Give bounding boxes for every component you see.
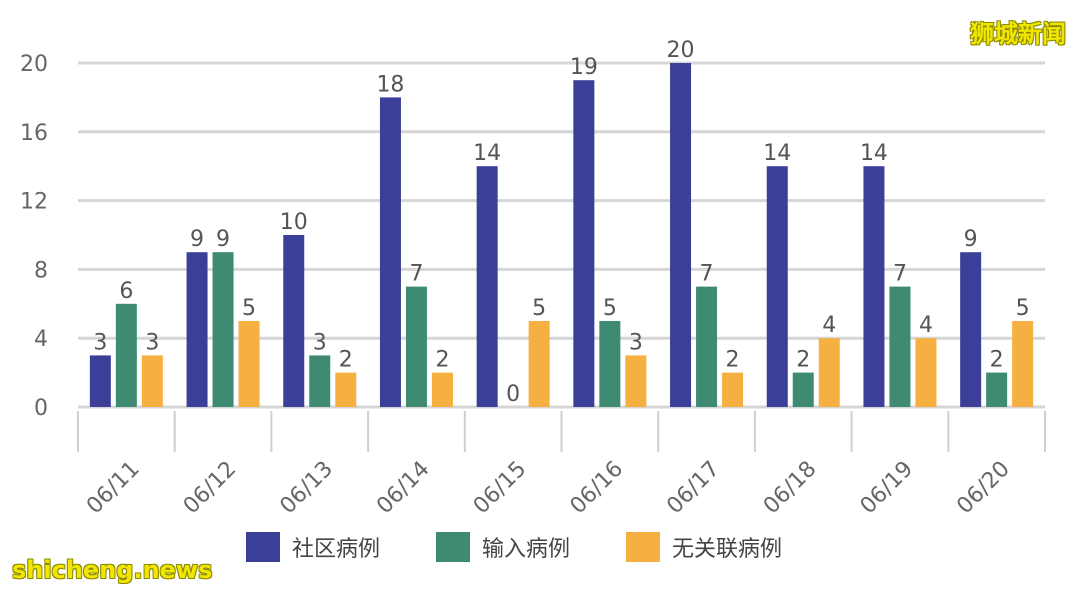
data-label: 2 xyxy=(339,348,353,373)
legend-label: 输入病例 xyxy=(482,537,570,562)
legend-label: 无关联病例 xyxy=(672,537,782,562)
x-tick-label: 06/17 xyxy=(662,457,725,520)
data-label: 0 xyxy=(506,382,520,407)
bar-06/17-输入病例 xyxy=(696,286,718,407)
data-label: 20 xyxy=(667,38,695,63)
y-tick-label: 4 xyxy=(34,327,48,352)
legend: 社区病例 输入病例 无关联病例 xyxy=(246,532,782,562)
y-tick-label: 8 xyxy=(34,258,48,283)
data-label: 7 xyxy=(700,262,714,287)
bar-06/18-无关联病例 xyxy=(818,338,840,407)
data-label: 14 xyxy=(763,141,791,166)
bars xyxy=(89,63,1034,408)
bar-06/11-无关联病例 xyxy=(141,355,163,407)
bar-06/12-无关联病例 xyxy=(238,321,260,407)
data-label: 3 xyxy=(313,330,327,355)
data-label: 5 xyxy=(242,296,256,321)
data-label: 2 xyxy=(435,348,449,373)
data-label: 4 xyxy=(822,313,836,338)
bar-06/18-输入病例 xyxy=(792,372,814,407)
legend-swatch xyxy=(436,532,470,562)
x-tick-label: 06/19 xyxy=(856,457,919,520)
data-label: 7 xyxy=(893,262,907,287)
x-tick-label: 06/18 xyxy=(759,457,822,520)
bar-06/14-无关联病例 xyxy=(431,372,453,407)
data-label: 5 xyxy=(532,296,546,321)
data-label: 5 xyxy=(603,296,617,321)
bar-06/18-社区病例 xyxy=(766,166,788,407)
y-tick-label: 16 xyxy=(20,121,48,146)
bar-06/20-无关联病例 xyxy=(1012,321,1034,407)
bar-06/13-社区病例 xyxy=(283,235,305,407)
bar-06/14-社区病例 xyxy=(379,97,401,408)
data-label: 3 xyxy=(93,330,107,355)
data-label: 3 xyxy=(629,330,643,355)
x-tick-label: 06/12 xyxy=(179,457,242,520)
x-tick-label: 06/13 xyxy=(275,457,338,520)
watermark-top-right: 狮城新闻 xyxy=(970,20,1066,48)
data-label: 5 xyxy=(1016,296,1030,321)
watermark-bottom-left: shicheng.news xyxy=(12,556,213,584)
y-axis-tick-labels: 0 4 8 12 16 20 xyxy=(20,52,48,421)
bar-06/12-社区病例 xyxy=(186,252,208,407)
data-label: 2 xyxy=(726,348,740,373)
bar-06/12-输入病例 xyxy=(212,252,234,407)
bar-06/11-社区病例 xyxy=(89,355,111,407)
data-label: 2 xyxy=(990,348,1004,373)
bar-06/13-输入病例 xyxy=(309,355,331,407)
data-label: 9 xyxy=(190,227,204,252)
legend-label: 社区病例 xyxy=(292,537,380,562)
x-tick-label: 06/20 xyxy=(952,457,1015,520)
bar-06/17-社区病例 xyxy=(670,63,692,407)
data-label: 19 xyxy=(570,55,598,80)
bar-06/19-输入病例 xyxy=(889,286,911,407)
data-label: 9 xyxy=(216,227,230,252)
data-label: 4 xyxy=(919,313,933,338)
y-tick-label: 12 xyxy=(20,190,48,215)
x-tick-label: 06/16 xyxy=(566,457,629,520)
bar-06/20-社区病例 xyxy=(960,252,982,407)
data-label: 2 xyxy=(796,348,810,373)
bar-06/17-无关联病例 xyxy=(722,372,744,407)
bar-06/16-无关联病例 xyxy=(625,355,647,407)
data-label: 14 xyxy=(473,141,501,166)
bar-06/15-无关联病例 xyxy=(528,321,550,407)
bar-06/20-输入病例 xyxy=(986,372,1008,407)
bar-06/13-无关联病例 xyxy=(335,372,357,407)
bar-06/19-社区病例 xyxy=(863,166,885,407)
x-tick-label: 06/14 xyxy=(372,457,435,520)
bar-06/14-输入病例 xyxy=(405,286,427,407)
bar-06/16-输入病例 xyxy=(599,321,621,407)
bar-06/11-输入病例 xyxy=(115,303,137,407)
x-tick-label: 06/15 xyxy=(469,457,532,520)
bar-06/15-社区病例 xyxy=(476,166,498,407)
y-tick-label: 20 xyxy=(20,52,48,77)
data-label: 14 xyxy=(860,141,888,166)
data-label: 10 xyxy=(280,210,308,235)
legend-swatch xyxy=(246,532,280,562)
data-label: 3 xyxy=(145,330,159,355)
legend-swatch xyxy=(626,532,660,562)
bar-06/19-无关联病例 xyxy=(915,338,937,407)
x-axis: 06/11 06/12 06/13 06/14 06/15 06/16 06/17 06/18… xyxy=(77,411,1046,520)
y-tick-label: 0 xyxy=(34,396,48,421)
data-label: 9 xyxy=(964,227,978,252)
data-label: 6 xyxy=(119,279,133,304)
x-tick-label: 06/11 xyxy=(82,457,145,520)
data-label: 7 xyxy=(409,262,423,287)
bar-06/16-社区病例 xyxy=(573,80,595,407)
data-label: 18 xyxy=(376,72,404,97)
